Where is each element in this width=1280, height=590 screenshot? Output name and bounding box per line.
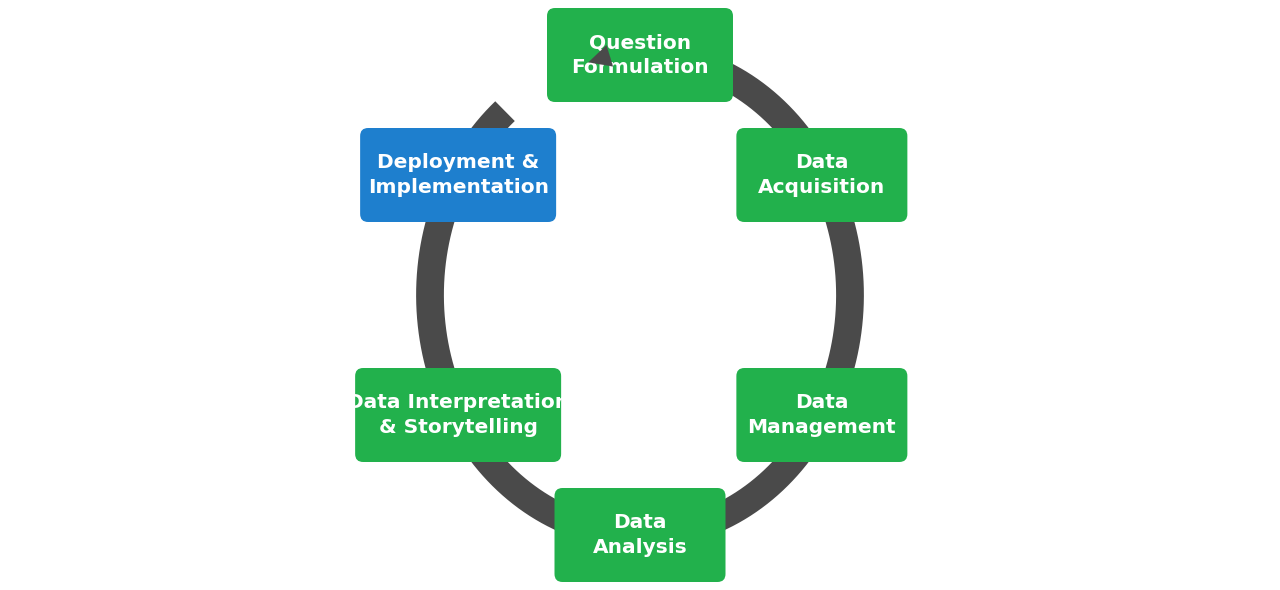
FancyBboxPatch shape [736,128,908,222]
Text: Question
Formulation: Question Formulation [571,34,709,77]
FancyBboxPatch shape [554,488,726,582]
FancyBboxPatch shape [360,128,556,222]
FancyBboxPatch shape [547,8,733,102]
FancyBboxPatch shape [355,368,561,462]
Text: Deployment &
Implementation: Deployment & Implementation [367,153,549,196]
Text: Data
Analysis: Data Analysis [593,513,687,556]
Text: Data
Management: Data Management [748,394,896,437]
FancyBboxPatch shape [736,368,908,462]
Text: Data
Acquisition: Data Acquisition [758,153,886,196]
Text: Data Interpretation
& Storytelling: Data Interpretation & Storytelling [347,394,570,437]
